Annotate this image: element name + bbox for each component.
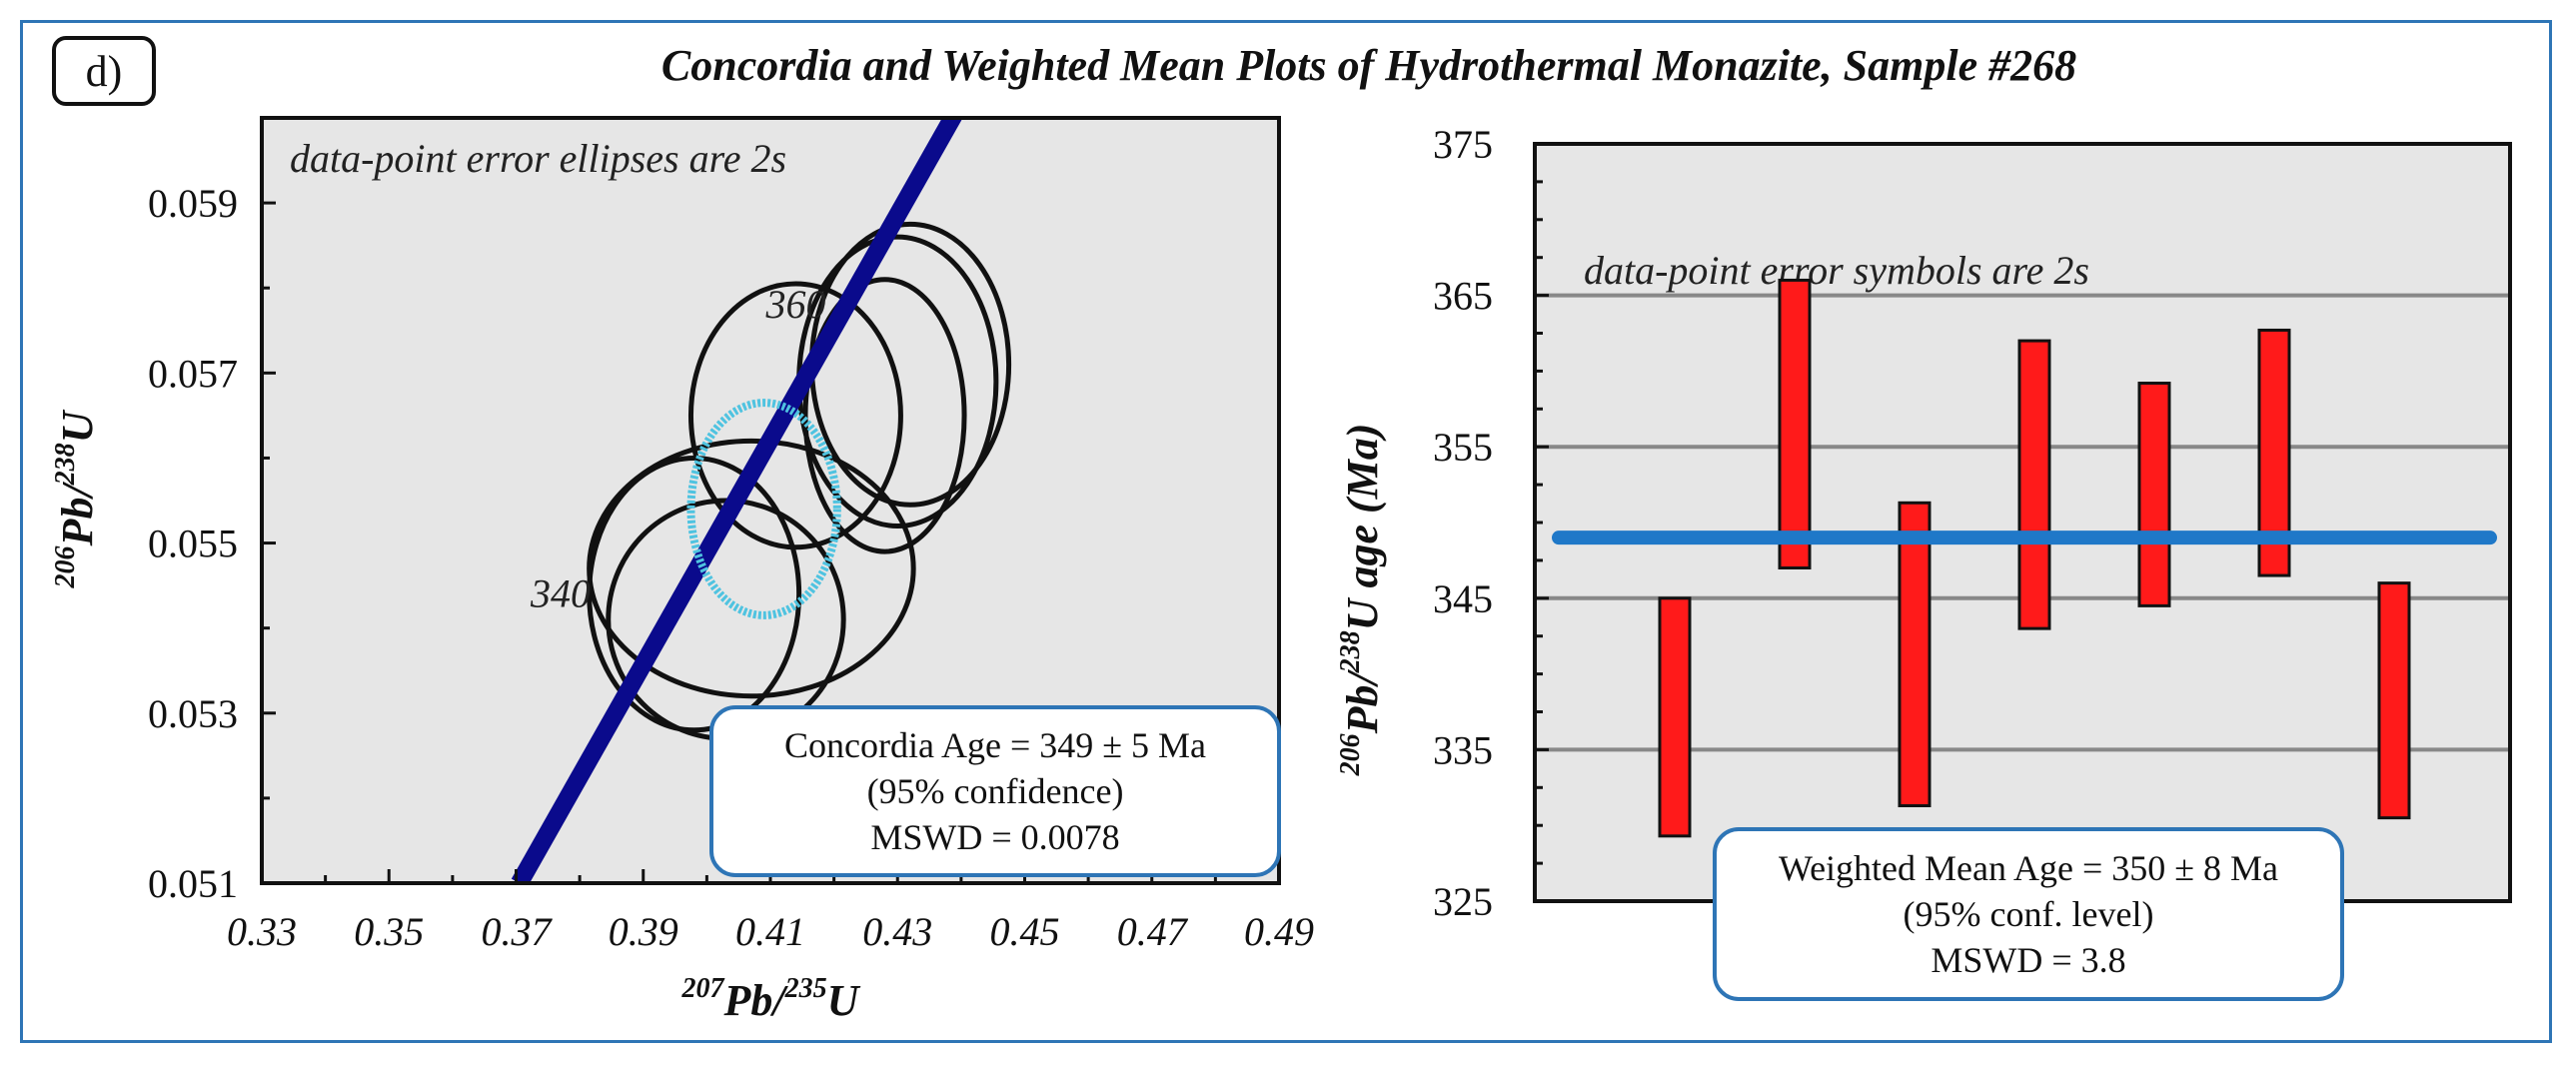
concordia-age-label: 360 [764, 282, 825, 327]
error-ellipse [802, 277, 967, 554]
concordia-age-ellipse [686, 399, 841, 619]
x-tick-label: 0.35 [354, 909, 424, 954]
weighted-mean-conf-text: (95% conf. level) [1903, 894, 2154, 934]
age-tick-label: 345 [1433, 576, 1493, 621]
x-tick-label: 0.37 [482, 909, 554, 954]
weighted-mean-mswd-text: MSWD = 3.8 [1931, 940, 2126, 980]
y-tick-label: 0.055 [148, 522, 238, 566]
y-tick-label: 0.057 [148, 351, 238, 396]
concordia-confidence-text: (95% confidence) [866, 771, 1124, 811]
x-axis-title: 207Pb/235U [681, 973, 861, 1025]
error-ellipse [687, 281, 903, 550]
age-tick-label: 335 [1433, 727, 1493, 772]
concordia-age-box: Concordia Age = 349 ± 5 Ma (95% confiden… [709, 705, 1281, 877]
ellipse-note: data-point error ellipses are 2s [290, 136, 786, 181]
error-bar [1898, 501, 1932, 807]
age-tick-label: 375 [1433, 122, 1493, 167]
error-bar [2137, 382, 2171, 607]
age-tick-label: 325 [1433, 879, 1493, 924]
y-tick-label: 0.053 [148, 691, 238, 736]
concordia-plot: 360 340 0.33 0.35 0.37 0.39 0.41 0.43 0.45 0.47 0… [50, 116, 1314, 1025]
concordia-mswd-text: MSWD = 0.0078 [870, 817, 1120, 857]
x-tick-label: 0.33 [227, 909, 297, 954]
error-bar [2017, 339, 2051, 630]
y-tick-label: 0.059 [148, 181, 238, 226]
x-tick-label: 0.49 [1244, 909, 1314, 954]
x-tick-label: 0.45 [990, 909, 1060, 954]
age-tick-label: 355 [1433, 425, 1493, 470]
x-tick-label: 0.47 [1117, 909, 1189, 954]
concordia-age-label: 340 [530, 570, 591, 615]
x-tick-label: 0.41 [735, 909, 805, 954]
age-tick-label: 365 [1433, 274, 1493, 319]
figure-title: Concordia and Weighted Mean Plots of Hyd… [660, 41, 2077, 90]
concordia-age-text: Concordia Age = 349 ± 5 Ma [784, 725, 1206, 765]
y-axis-title: 206Pb/238U [50, 409, 102, 588]
age-axis-title: 206Pb/238U age (Ma) [1335, 424, 1387, 777]
error-ellipse [587, 455, 802, 733]
error-bar [1778, 278, 1812, 569]
weighted-mean-plot: data-point error symbols are 2s 325 335 34… [1335, 122, 2512, 924]
error-symbol-note: data-point error symbols are 2s [1584, 248, 2089, 293]
error-bar [1658, 596, 1692, 838]
x-tick-label: 0.39 [609, 909, 678, 954]
error-bar [2377, 581, 2411, 820]
concordia-line [511, 118, 963, 883]
weighted-mean-age-text: Weighted Mean Age = 350 ± 8 Ma [1778, 848, 2279, 888]
weighted-mean-box: Weighted Mean Age = 350 ± 8 Ma (95% conf… [1713, 827, 2344, 1001]
panel-label: d) [52, 36, 156, 106]
y-tick-label: 0.051 [148, 861, 238, 906]
x-tick-label: 0.43 [862, 909, 932, 954]
